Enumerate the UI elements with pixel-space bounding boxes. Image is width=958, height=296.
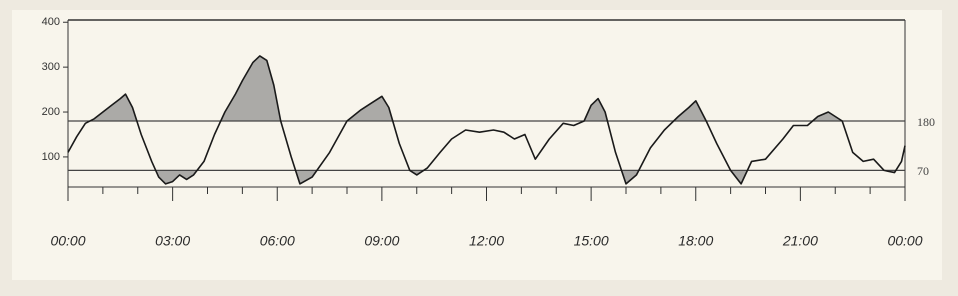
x-tick-label: 15:00	[574, 233, 609, 249]
y-tick-label: 100	[42, 151, 60, 163]
x-tick-label: 03:00	[155, 233, 190, 249]
reference-label: 70	[917, 164, 929, 178]
y-tick-label: 400	[42, 16, 60, 28]
x-tick-label: 00:00	[887, 233, 922, 249]
y-tick-label: 300	[42, 61, 60, 73]
reference-label: 180	[917, 115, 935, 129]
x-tick-label: 12:00	[469, 233, 504, 249]
x-tick-label: 09:00	[364, 233, 399, 249]
x-tick-label: 00:00	[50, 233, 85, 249]
x-tick-label: 06:00	[260, 233, 295, 249]
y-tick-label: 200	[42, 106, 60, 118]
x-tick-label: 21:00	[782, 233, 818, 249]
paper	[12, 10, 942, 280]
glucose-line	[67, 55, 906, 185]
low-area	[68, 170, 905, 184]
x-tick-label: 18:00	[678, 233, 713, 249]
